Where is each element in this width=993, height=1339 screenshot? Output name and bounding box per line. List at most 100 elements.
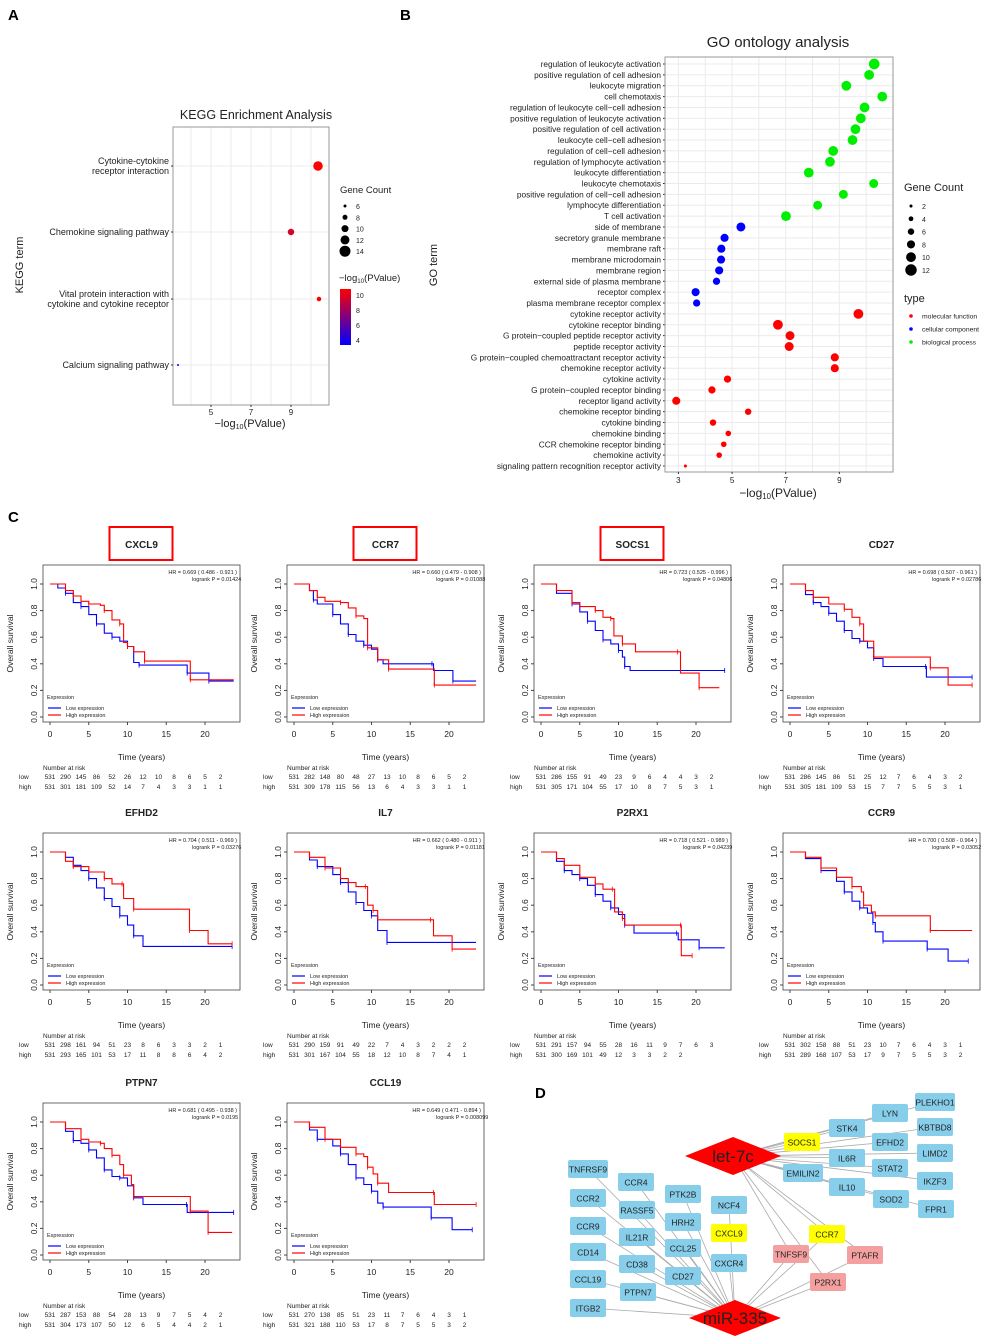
gene-node-efhd2: EFHD2	[872, 1133, 908, 1151]
gene-node-il6r: IL6R	[829, 1149, 865, 1167]
y-tick-label: positive regulation of cell−cell adhesio…	[517, 189, 662, 199]
gene-title: CXCL9	[125, 540, 158, 551]
risk-high-count: 4	[188, 1322, 192, 1329]
risk-high-count: 104	[335, 1052, 346, 1059]
gene-node-label: LYN	[882, 1109, 898, 1119]
risk-high-count: 115	[335, 784, 346, 791]
risk-high-count: 4	[203, 1052, 207, 1059]
y-tick-label: leukocyte migration	[590, 81, 662, 91]
logrank-p: logrank P = 0.0195	[192, 1115, 238, 1121]
risk-low-count: 91	[584, 774, 592, 781]
x-tick-label: 5	[209, 408, 214, 417]
gene-node-label: CCL19	[575, 1275, 602, 1285]
legend-low-label: Low expression	[310, 1244, 348, 1250]
risk-low-label: low	[19, 1042, 29, 1049]
hazard-ratio: HR = 0.669 ( 0.486 - 0.921 )	[168, 570, 237, 576]
x-axis-label-subscript: 10	[762, 492, 771, 501]
legend-high-label: High expression	[806, 713, 845, 719]
risk-low-label: low	[19, 1312, 29, 1319]
risk-table-title: Number at risk	[534, 1033, 577, 1040]
risk-low-count: 531	[45, 774, 56, 781]
y-tick-label: cytokine binding	[601, 418, 661, 428]
risk-high-count: 4	[401, 784, 405, 791]
gene-node-box	[829, 1119, 865, 1137]
risk-low-count: 2	[447, 1042, 451, 1049]
risk-low-count: 6	[694, 1042, 698, 1049]
data-point	[720, 233, 729, 242]
gene-node-label: CXCR4	[715, 1259, 744, 1269]
risk-high-count: 101	[91, 1052, 102, 1059]
y-tick-label: 0.8	[520, 604, 530, 616]
risk-low-count: 10	[155, 774, 163, 781]
y-tick-label: 0.6	[520, 899, 530, 911]
risk-low-count: 298	[60, 1042, 71, 1049]
panel-label-b: B	[400, 7, 411, 24]
y-tick-label: receptor complex	[597, 287, 661, 297]
y-tick-label: membrane microdomain	[572, 255, 662, 265]
x-tick-label: 3	[676, 476, 681, 485]
risk-low-count: 7	[897, 774, 901, 781]
gene-node-cxcl9: CXCL9	[711, 1224, 747, 1242]
risk-high-count: 5	[416, 1322, 420, 1329]
color-legend-label: 10	[356, 293, 364, 300]
gene-title: EFHD2	[125, 808, 158, 819]
size-legend-dot	[906, 240, 916, 249]
legend-high-label: High expression	[66, 1251, 105, 1257]
risk-low-count: 4	[679, 774, 683, 781]
gene-node-box	[665, 1213, 701, 1231]
gene-node-box	[917, 1118, 953, 1136]
size-legend-label: 4	[922, 217, 926, 224]
legend-high-label: High expression	[557, 981, 596, 987]
network-edge	[734, 1254, 866, 1319]
y-tick-label: 0.2	[520, 952, 530, 964]
data-point	[691, 288, 700, 297]
logrank-p: logrank P = 0.01088	[436, 577, 485, 583]
risk-low-count: 11	[646, 1042, 653, 1049]
y-tick-label: chemokine receptor binding	[559, 407, 661, 417]
color-bar	[340, 289, 351, 345]
risk-high-count: 531	[45, 784, 56, 791]
mirna-label: let-7c	[712, 1147, 754, 1166]
gene-node-box	[570, 1299, 606, 1317]
x-tick-label: 5	[330, 1267, 335, 1277]
gene-node-label: KBTBD8	[918, 1123, 951, 1133]
gene-node-ccl25: CCL25	[665, 1239, 701, 1257]
size-legend-label: 10	[356, 227, 364, 234]
data-point	[773, 319, 783, 330]
risk-high-count: 15	[864, 784, 872, 791]
risk-low-label: low	[263, 1312, 273, 1319]
data-point	[828, 146, 839, 156]
gene-node-stat2: STAT2	[872, 1159, 908, 1177]
gene-node-tnfrsf9: TNFRSF9	[568, 1160, 608, 1178]
type-legend-title: type	[904, 293, 925, 305]
gene-node-label: CD14	[577, 1248, 599, 1258]
risk-high-count: 1	[463, 784, 467, 791]
risk-low-count: 531	[289, 1042, 300, 1049]
low-expression-curve	[294, 583, 477, 682]
gene-node-tnfsf9: TNFSF9	[773, 1245, 809, 1263]
data-point	[716, 452, 722, 458]
x-tick-label: 5	[86, 997, 91, 1007]
gene-node-ikzf3: IKZF3	[917, 1172, 953, 1190]
y-tick-label: Calcium signaling pathway	[62, 360, 169, 370]
x-axis-label: Time (years)	[362, 1290, 410, 1300]
y-tick-label: cytokine receptor activity	[570, 309, 662, 319]
low-expression-curve	[294, 851, 477, 943]
legend-low-label: Low expression	[557, 706, 595, 712]
y-tick-label: 0.0	[520, 711, 530, 723]
survival-plot-ccr9: CCR9 HR = 0.700 ( 0.508 - 0.964 )logrank …	[745, 808, 981, 1059]
logrank-p: logrank P = 0.04806	[683, 577, 732, 583]
x-tick-label: 20	[940, 997, 950, 1007]
gene-node-box	[810, 1273, 846, 1291]
y-tick-label: 0.4	[29, 1196, 39, 1208]
gene-node-label: CD27	[672, 1272, 694, 1282]
y-tick-label: 1.0	[520, 846, 530, 858]
x-tick-label: 5	[826, 729, 831, 739]
gene-node-box	[918, 1200, 954, 1218]
gene-node-box	[711, 1254, 747, 1272]
risk-low-count: 94	[93, 1042, 101, 1049]
data-point	[717, 244, 726, 253]
x-axis-label: Time (years)	[609, 752, 657, 762]
gene-node-box	[917, 1144, 953, 1162]
gene-node-label: RASSF5	[620, 1206, 653, 1216]
